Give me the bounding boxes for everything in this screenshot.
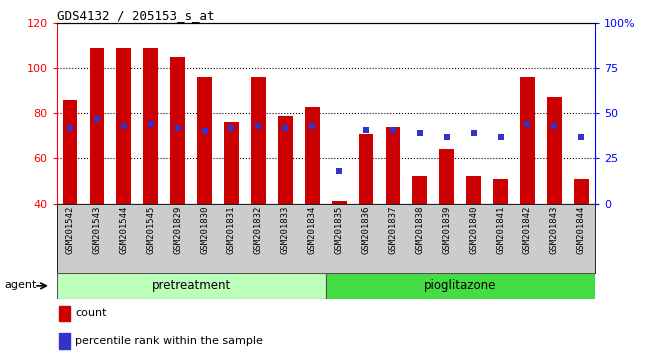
Text: GSM201834: GSM201834: [307, 206, 317, 254]
Text: GSM201839: GSM201839: [442, 206, 451, 254]
Text: GSM201544: GSM201544: [120, 206, 128, 254]
Bar: [493, 179, 508, 204]
Bar: [62, 100, 77, 204]
Bar: [278, 115, 292, 204]
Text: GSM201840: GSM201840: [469, 206, 478, 254]
Bar: [224, 122, 239, 204]
Bar: [547, 97, 562, 204]
Text: pretreatment: pretreatment: [151, 279, 231, 292]
Text: GSM201543: GSM201543: [92, 206, 101, 254]
Bar: [57, 273, 326, 299]
Bar: [170, 57, 185, 204]
Text: GSM201842: GSM201842: [523, 206, 532, 254]
Bar: [574, 179, 589, 204]
Bar: [116, 48, 131, 204]
Bar: [359, 133, 373, 204]
Text: agent: agent: [5, 280, 37, 290]
Bar: [520, 77, 535, 204]
Text: GSM201829: GSM201829: [173, 206, 182, 254]
Text: pioglitazone: pioglitazone: [424, 279, 497, 292]
Text: percentile rank within the sample: percentile rank within the sample: [75, 336, 263, 346]
Bar: [439, 149, 454, 204]
Bar: [326, 273, 595, 299]
Bar: [332, 201, 346, 204]
Text: GSM201833: GSM201833: [281, 206, 290, 254]
Bar: [305, 107, 320, 204]
Bar: [144, 48, 158, 204]
Bar: [466, 176, 481, 204]
Text: count: count: [75, 308, 107, 318]
Bar: [251, 77, 266, 204]
Text: GSM201837: GSM201837: [389, 206, 397, 254]
Text: GSM201841: GSM201841: [496, 206, 505, 254]
Text: GSM201843: GSM201843: [550, 206, 559, 254]
Text: GSM201542: GSM201542: [66, 206, 75, 254]
Bar: [385, 127, 400, 204]
Text: GSM201545: GSM201545: [146, 206, 155, 254]
Text: GSM201830: GSM201830: [200, 206, 209, 254]
Text: GSM201832: GSM201832: [254, 206, 263, 254]
Text: GSM201831: GSM201831: [227, 206, 236, 254]
Bar: [413, 176, 427, 204]
Text: GSM201838: GSM201838: [415, 206, 424, 254]
Bar: [59, 333, 70, 348]
Bar: [197, 77, 212, 204]
Text: GSM201835: GSM201835: [335, 206, 344, 254]
Text: GDS4132 / 205153_s_at: GDS4132 / 205153_s_at: [57, 9, 214, 22]
Bar: [59, 306, 70, 321]
Bar: [90, 48, 104, 204]
Text: GSM201836: GSM201836: [361, 206, 370, 254]
Text: GSM201844: GSM201844: [577, 206, 586, 254]
